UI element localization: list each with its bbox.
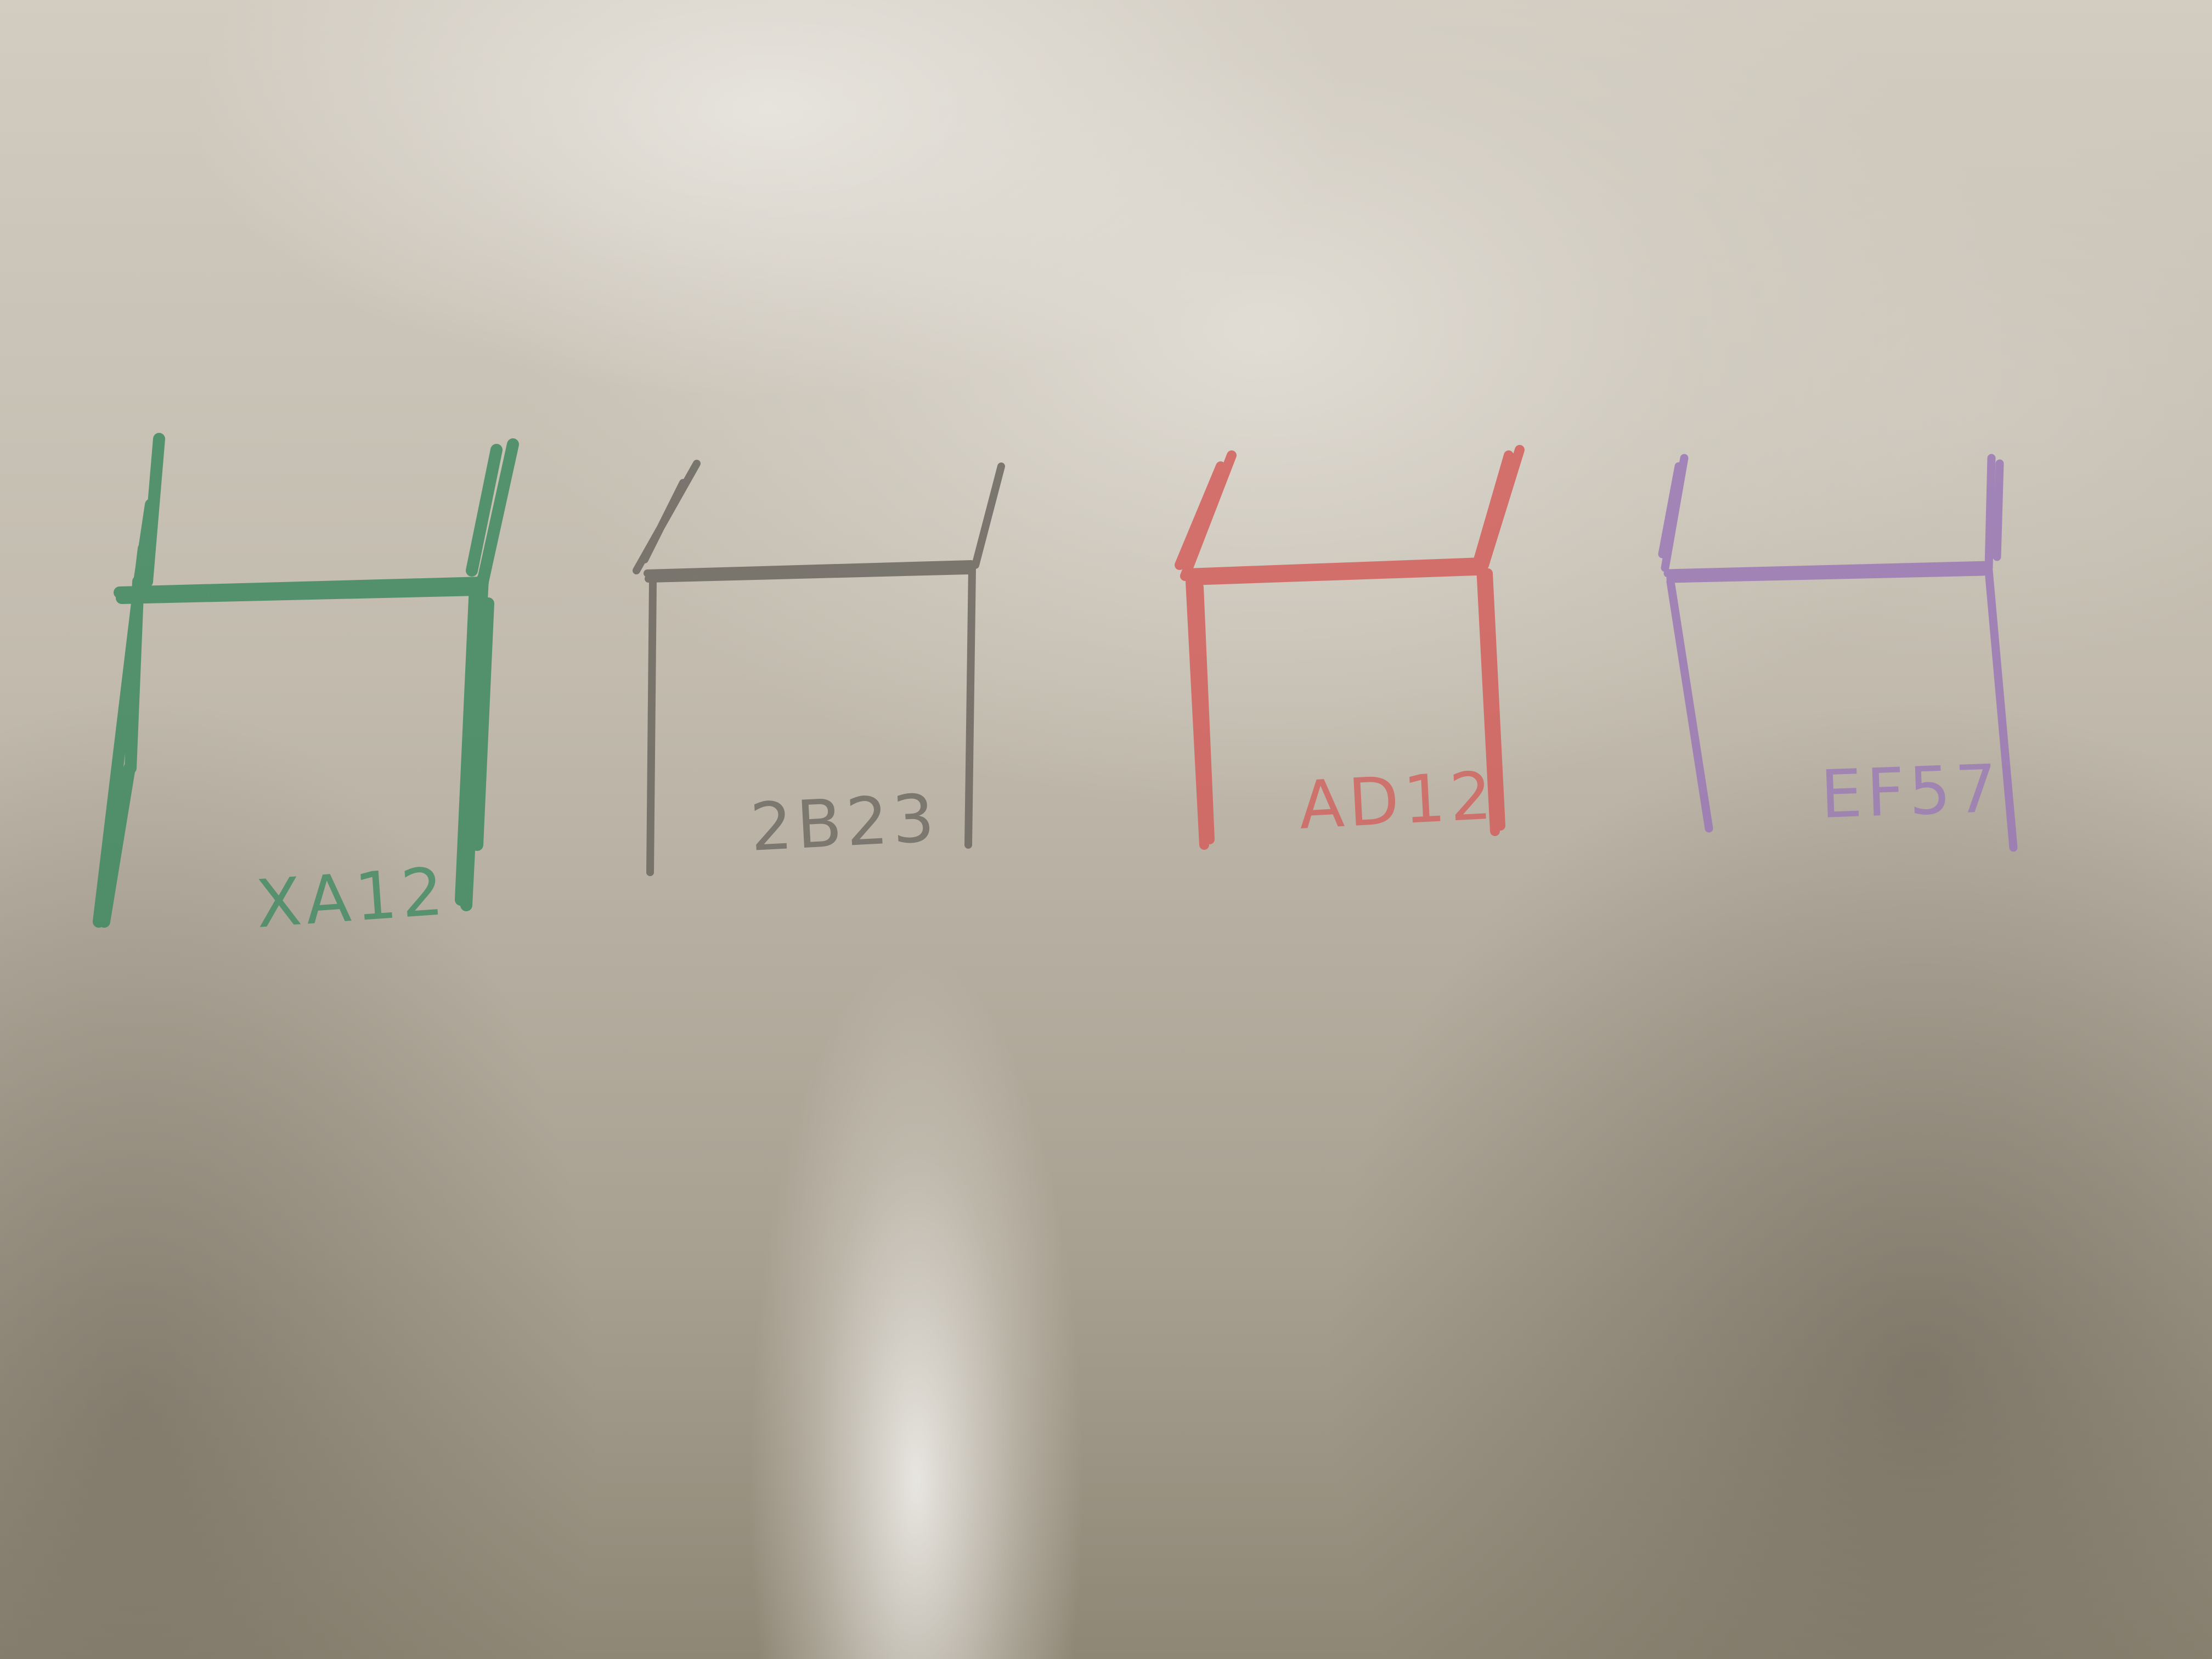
sketch-1-frame [99,439,513,922]
sketch-3-label: AD12 [1297,758,1498,844]
sketch-4: EF57 [1662,458,2013,848]
sketch-1: XA12 [99,439,513,943]
sketch-3: AD12 [1180,450,1520,845]
sketch-2-label: 2B23 [748,780,940,866]
sketch-2: 2B23 [636,464,1001,872]
sketch-4-label: EF57 [1819,751,2002,833]
sketch-1-label: XA12 [253,854,450,943]
